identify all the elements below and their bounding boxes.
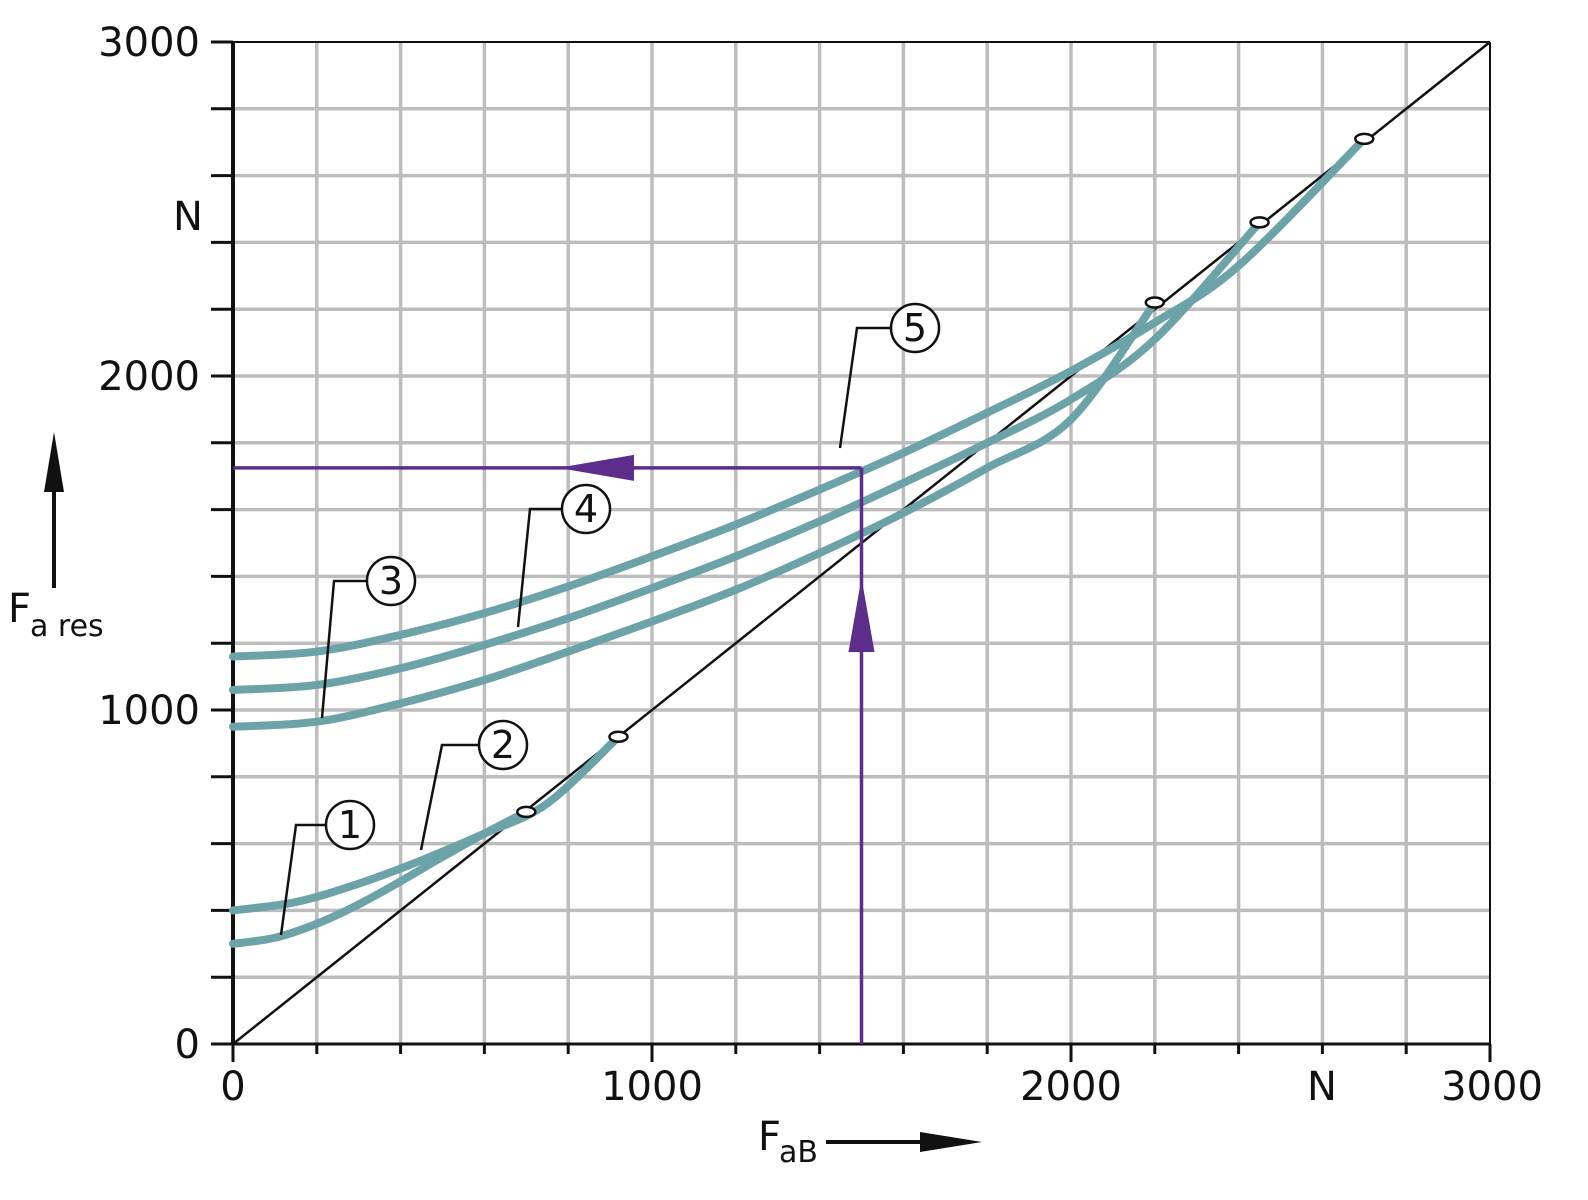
callout-4-leader (516, 507, 566, 628)
series-3-line (229, 298, 1159, 731)
x-tick-label: 0 (220, 1064, 245, 1110)
callout-5-circle (889, 302, 941, 354)
endpoint-markers (516, 132, 1375, 819)
callout-1-leader (279, 823, 328, 936)
x-axis-arrow-head (920, 1132, 982, 1152)
y-tick-label: 1000 (98, 688, 200, 734)
callout-4-label: 4 (574, 487, 598, 531)
y-axis-title-sub: a res (30, 609, 104, 644)
series-3-end-marker (1144, 296, 1166, 309)
y-axis-arrow-head (44, 432, 64, 492)
y-tick-label: 0 (175, 1022, 200, 1068)
y-axis-title: F a res (8, 432, 104, 644)
callout-4-circle (560, 483, 612, 535)
series-1-end-marker (516, 805, 537, 819)
x-unit-label: N (1307, 1064, 1337, 1110)
x-axis-title-main: F (758, 1114, 781, 1160)
x-axis-title-sub: aB (779, 1135, 818, 1170)
callout-1-label: 1 (338, 803, 362, 847)
callout-3-label: 3 (379, 559, 403, 603)
tick-labels-group: 0 1000 2000 3000 0 1000 2000 3000 (98, 20, 1543, 1110)
x-tick-label: 1000 (601, 1064, 703, 1110)
callout-2-label: 2 (491, 723, 515, 767)
y-tick-label: 3000 (98, 20, 200, 66)
callout-2-leader (419, 743, 480, 851)
y-unit-label: N (173, 194, 203, 240)
y-tick-label: 2000 (98, 354, 200, 400)
series-5-end-marker (1354, 132, 1375, 146)
callout-3-leader (320, 579, 370, 719)
x-tick-label: 2000 (1020, 1064, 1122, 1110)
example-up-arrow (848, 578, 875, 652)
callout-5-label: 5 (903, 306, 927, 350)
series-4-line (229, 218, 1264, 694)
callout-5-leader (838, 326, 893, 449)
x-axis-title: F aB (758, 1114, 982, 1170)
series-2-end-marker (608, 730, 629, 743)
series-2-line (229, 732, 623, 915)
y-axis-title-main: F (8, 586, 31, 632)
callout-3-circle (365, 555, 417, 607)
callout-1-circle (324, 799, 376, 851)
example-path-group (233, 454, 875, 1044)
series-group (229, 134, 1369, 948)
series-4-end-marker (1249, 216, 1270, 229)
series-5-line (229, 134, 1369, 661)
example-left-arrow (558, 454, 634, 481)
callouts-group: 1 2 3 4 5 (279, 302, 941, 936)
x-tick-label: 3000 (1441, 1064, 1543, 1110)
callout-2-circle (477, 719, 529, 771)
